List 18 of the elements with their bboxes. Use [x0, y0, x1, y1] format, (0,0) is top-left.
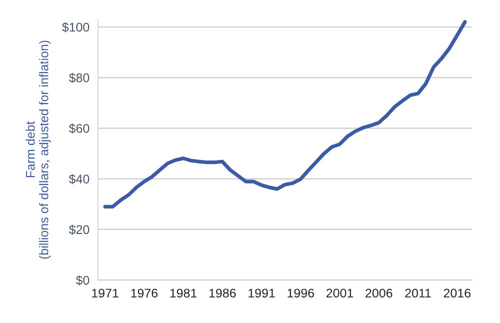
x-tick-label: 1986	[209, 288, 236, 298]
x-tick-label: 2011	[405, 288, 431, 298]
y-tick-label: $0	[76, 275, 90, 286]
y-axis-title: Farm debt (billions of dollars, adjusted for inflation)	[26, 40, 51, 259]
line-series	[103, 20, 467, 208]
y-tick-label: $80	[68, 72, 90, 83]
x-tick-label: 1976	[131, 288, 158, 298]
y-tick-label: $60	[68, 123, 90, 134]
x-tick-label: 2001	[326, 288, 354, 298]
x-tick-label: 2016	[444, 288, 470, 298]
x-tick-label: 2006	[366, 288, 392, 298]
y-tick-label: $40	[68, 174, 90, 184]
y-tick-label: $20	[68, 224, 90, 235]
y-tick-label: $100	[62, 22, 90, 32]
x-tick-label: 1991	[248, 288, 275, 298]
x-tick-label: 1996	[288, 288, 314, 298]
x-tick-label: 1971	[92, 288, 118, 298]
x-tick-label: 1981	[170, 288, 197, 298]
